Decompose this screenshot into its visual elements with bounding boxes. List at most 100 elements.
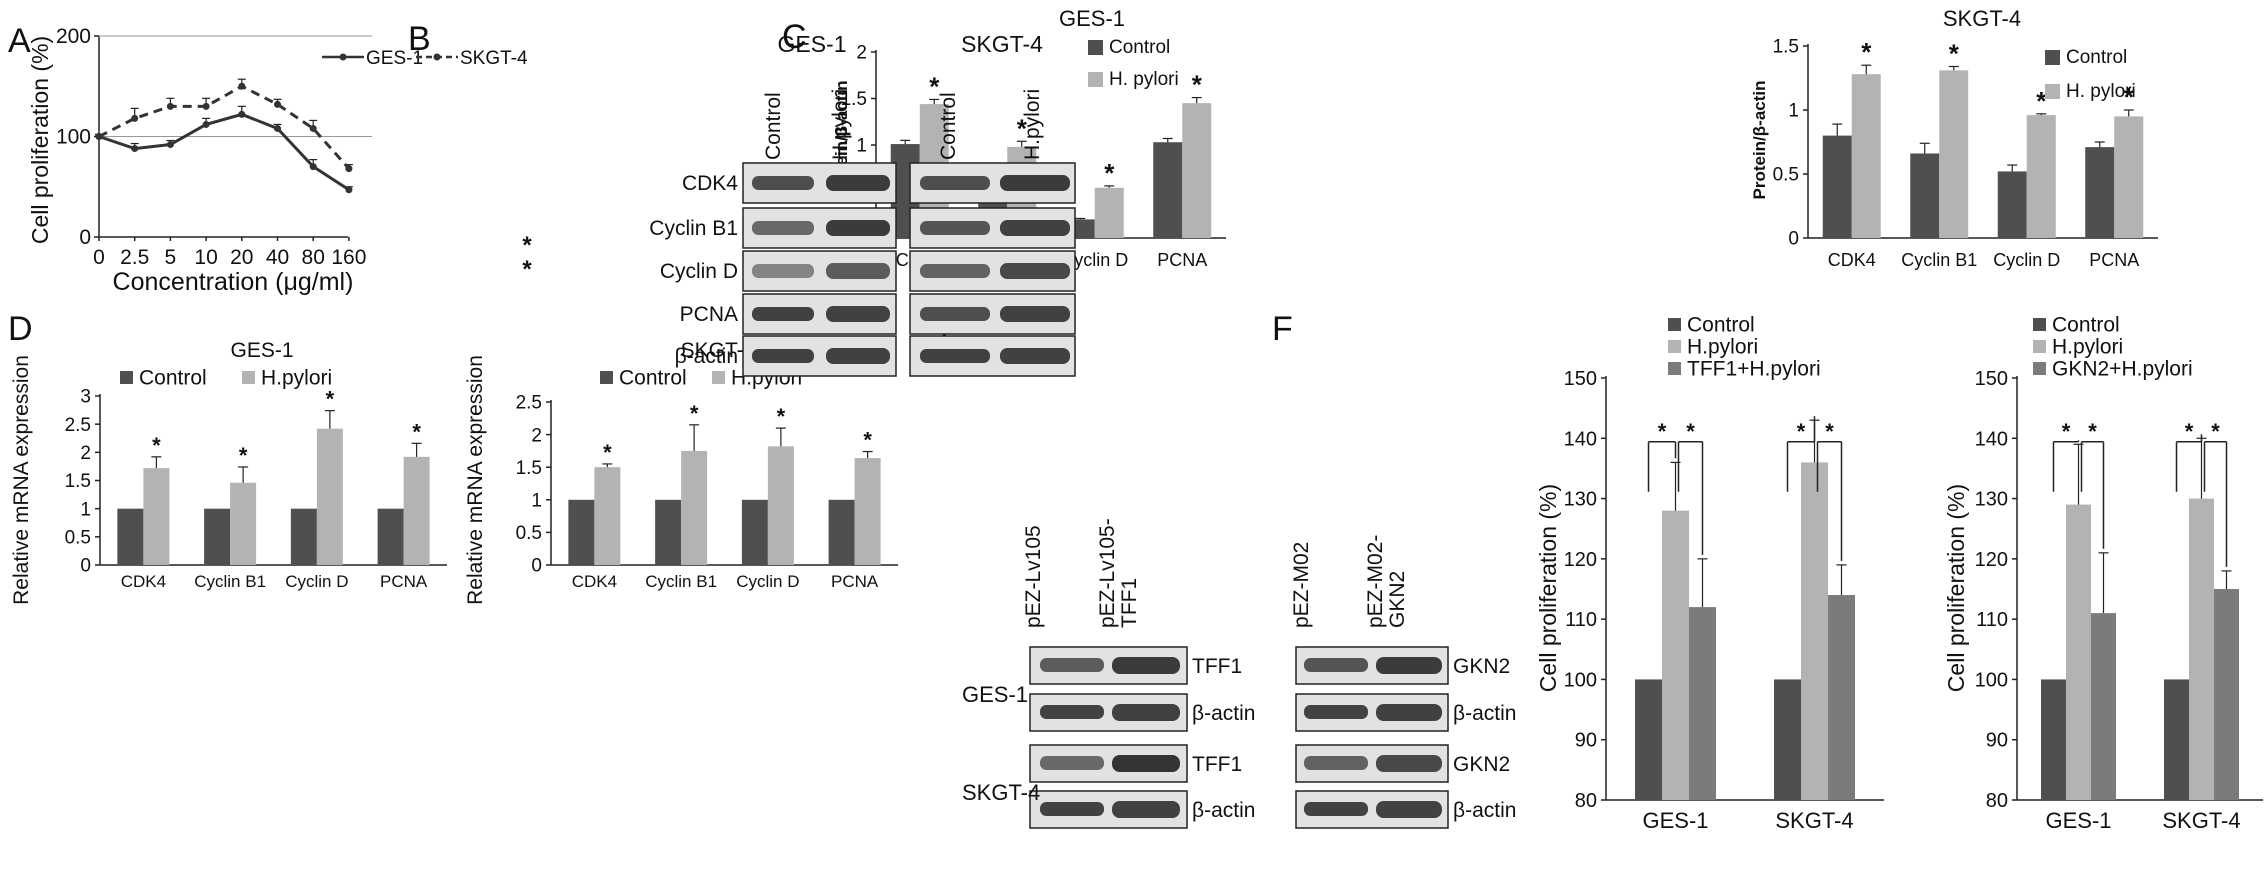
- significance-star: *: [2036, 86, 2047, 116]
- chart-title: GES-1: [230, 339, 293, 362]
- legend-label-skgt-4: SKGT-4: [460, 48, 528, 69]
- x-tick-label: 10: [194, 246, 217, 269]
- protein-band: [1000, 263, 1070, 279]
- x-tick-label: GES-1: [2045, 808, 2111, 833]
- y-tick-label: 1: [1788, 101, 1799, 122]
- y-axis-label: Relative mRNA expression: [464, 355, 487, 605]
- protein-band: [1040, 802, 1104, 816]
- data-point: [274, 124, 281, 132]
- x-tick-label: PCNA: [1157, 250, 1207, 270]
- blot-row-label: β-actin: [675, 345, 738, 368]
- protein-band: [1376, 801, 1442, 818]
- data-point: [166, 102, 174, 110]
- significance-star: *: [1192, 70, 1203, 100]
- legend-label: Control: [619, 366, 687, 389]
- protein-band: [1112, 801, 1180, 818]
- y-tick-label: 130: [1975, 489, 2008, 511]
- blot-row-label: β-actin: [1192, 799, 1255, 822]
- protein-band: [920, 264, 990, 278]
- blot-lane-label: Control: [762, 92, 785, 160]
- protein-band: [1040, 658, 1104, 672]
- protein-band: [1040, 705, 1104, 719]
- y-tick-label: 100: [1564, 669, 1597, 691]
- protein-band: [1304, 756, 1368, 770]
- protein-band: [1040, 756, 1104, 770]
- data-point: [238, 82, 246, 90]
- legend-swatch: [712, 371, 725, 384]
- y-tick-label: 140: [1564, 428, 1597, 450]
- y-tick-label: 0: [80, 556, 91, 577]
- bar-control-cyclin-d: [1997, 171, 2027, 238]
- x-tick-label: Cyclin D: [285, 572, 348, 591]
- protein-band: [1000, 348, 1070, 364]
- y-tick-label: 0: [1788, 229, 1799, 250]
- blot-group-label: SKGT-4: [961, 31, 1043, 57]
- y-tick-label: 140: [1975, 428, 2008, 450]
- bar-control-pcna: [1153, 142, 1183, 238]
- x-tick-label: CDK4: [1828, 250, 1876, 270]
- protein-band: [1304, 705, 1368, 719]
- bar-h-pylori-cyclin-d: [767, 446, 794, 565]
- protein-band: [1000, 306, 1070, 322]
- bar-h-pylori-ges-1: [1662, 510, 1689, 800]
- series-line-ges-1: [98, 112, 350, 192]
- x-tick-label: Cyclin B1: [1901, 250, 1977, 270]
- panel-label-c: C: [782, 18, 807, 56]
- protein-band: [1112, 801, 1180, 818]
- blot-row-label: Cyclin B1: [649, 217, 738, 240]
- data-point: [309, 124, 317, 132]
- x-tick-label: PCNA: [380, 572, 428, 591]
- significance-star: *: [1949, 38, 1960, 68]
- protein-band: [826, 306, 890, 322]
- significance-star: *: [152, 433, 161, 458]
- series-line-skgt-4: [98, 84, 351, 170]
- protein-band: [1304, 802, 1368, 816]
- protein-band: [920, 176, 990, 190]
- protein-band: [752, 349, 814, 363]
- protein-band: [1000, 306, 1070, 322]
- x-tick-label: SKGT-4: [1775, 808, 1853, 833]
- x-tick-label: 20: [230, 246, 253, 269]
- bar-h-pylori-ges-1: [2066, 504, 2091, 800]
- blot-lane-label: TFF1: [1118, 578, 1141, 628]
- significance-star: *: [2124, 82, 2135, 112]
- legend-swatch: [120, 371, 133, 384]
- legend-marker: [433, 53, 441, 61]
- protein-band: [1376, 755, 1442, 772]
- protein-band: [920, 349, 990, 363]
- bar-control-ges-1: [1635, 679, 1662, 800]
- significance-star: *: [522, 256, 532, 283]
- y-tick-label: 100: [1975, 669, 2008, 691]
- significance-star: *: [1686, 419, 1695, 444]
- legend-label-ges-1: GES-1: [366, 48, 423, 69]
- protein-band: [826, 175, 890, 191]
- protein-band: [1112, 755, 1180, 772]
- bar-h-pylori-cdk4: [1851, 74, 1881, 238]
- blot-row-label: β-actin: [1192, 702, 1255, 725]
- x-tick-label: CDK4: [572, 572, 617, 591]
- bar-h-pylori-pcna: [2114, 116, 2144, 238]
- protein-band: [1000, 348, 1070, 364]
- bar-control-skgt-4: [1774, 679, 1801, 800]
- protein-band: [1376, 801, 1442, 818]
- legend-swatch: [2033, 362, 2046, 375]
- significance-star: *: [2211, 419, 2220, 444]
- panel-label-d: D: [8, 310, 33, 348]
- significance-star: *: [1825, 419, 1834, 444]
- significance-star: *: [2088, 419, 2097, 444]
- significance-star: *: [1861, 37, 1872, 67]
- y-tick-label: 1.5: [65, 471, 91, 492]
- bar-control-skgt-4: [2164, 679, 2189, 800]
- protein-band: [752, 264, 814, 278]
- bar-control-cyclin-b1: [655, 499, 682, 565]
- protein-band: [826, 348, 890, 364]
- blot-group-label: GES-1: [777, 31, 846, 57]
- protein-band: [1376, 704, 1442, 721]
- data-point: [131, 145, 139, 153]
- bar-h-pylori-cyclin-b1: [230, 482, 257, 565]
- protein-band: [826, 263, 890, 279]
- significance-star: *: [777, 404, 786, 429]
- chart-title: SKGT-4: [681, 339, 756, 362]
- protein-band: [1000, 220, 1070, 236]
- y-tick-label: 80: [1986, 790, 2008, 812]
